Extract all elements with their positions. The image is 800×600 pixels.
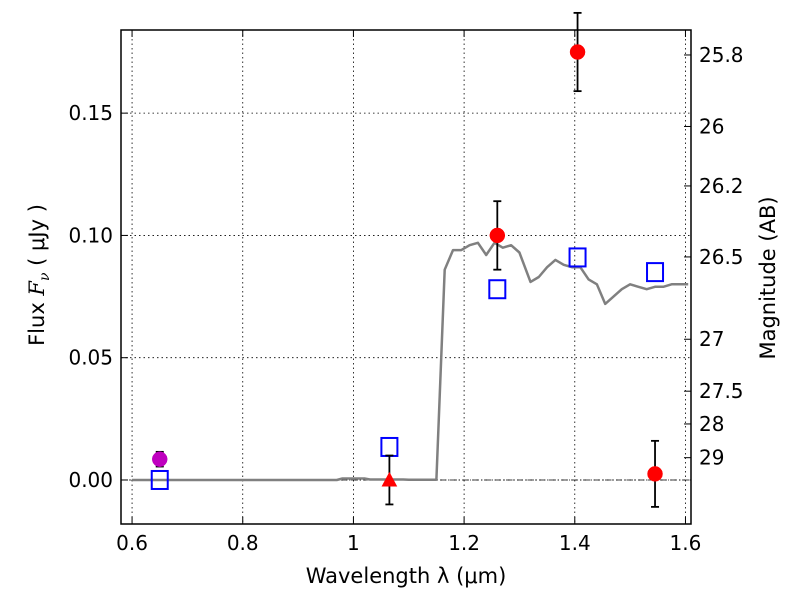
x-tick-label: 0.8	[227, 531, 259, 555]
axis-ticks	[121, 30, 691, 524]
y2-tick-label: 29	[699, 446, 724, 470]
measurement-marker	[569, 44, 586, 60]
model-point-marker	[380, 436, 399, 457]
y2-tick-label: 25.8	[699, 43, 744, 67]
y-tick-label: 0.10	[68, 223, 113, 247]
y2-tick-label: 26	[699, 114, 724, 138]
y-axis-label: Flux Fν ( μJy )	[25, 204, 53, 346]
y-tick-labels: 0.00 0.05 0.10 0.15	[68, 101, 113, 492]
x-tick-label: 1.6	[670, 531, 702, 555]
x-axis-label: Wavelength λ (μm)	[306, 564, 507, 588]
measurement-marker	[381, 471, 398, 487]
model-spectrum-series	[132, 241, 689, 482]
y2-axis-label: Magnitude (AB)	[756, 196, 780, 359]
model-spectrum-line	[132, 241, 689, 482]
model-point-marker	[646, 262, 665, 283]
y2-tick-label: 26.2	[699, 174, 744, 198]
model-point-marker	[568, 247, 587, 268]
y-tick-label: 0.15	[68, 101, 113, 125]
plot-frame	[120, 29, 692, 525]
y2-tick-label: 28	[699, 412, 724, 436]
x-tick-label: 1.4	[559, 531, 591, 555]
x-tick-label: 1.2	[448, 531, 480, 555]
y2-tick-label: 26.5	[699, 245, 744, 269]
grid	[121, 30, 691, 524]
measurement-marker	[489, 227, 506, 244]
y-tick-label: 0.00	[68, 468, 113, 492]
x-tick-labels: 0.6 0.8 1 1.2 1.4 1.6	[116, 531, 701, 555]
x-tick-label: 0.6	[116, 531, 148, 555]
model-point-marker	[488, 279, 507, 300]
y2-tick-label: 27	[699, 327, 724, 351]
y2-tick-labels: 25.8 26 26.2 26.5 27 27.5 28 29	[699, 43, 744, 470]
y2-tick-label: 27.5	[699, 379, 744, 403]
measurements-series	[151, 11, 663, 508]
y-tick-label: 0.05	[68, 346, 113, 370]
model-points-series	[150, 247, 665, 490]
model-point-marker	[150, 469, 169, 490]
measurement-marker	[647, 466, 663, 482]
x-tick-label: 1	[347, 531, 360, 555]
measurement-marker	[151, 451, 168, 467]
